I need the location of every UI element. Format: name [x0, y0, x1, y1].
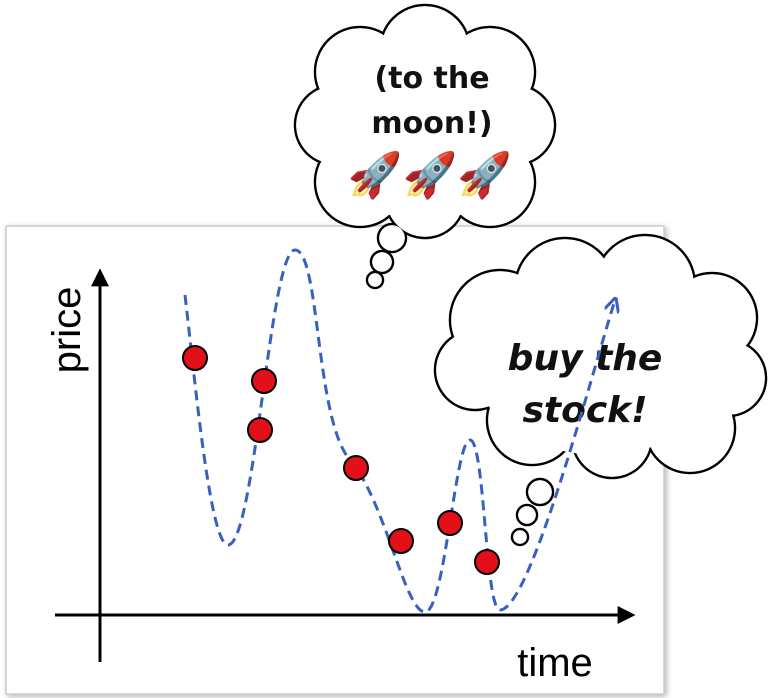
thought-bubble-1: (to the moon!) 🚀🚀🚀: [293, 3, 557, 290]
bubble-text: moon!): [371, 106, 492, 141]
thought-bubble-2: buy the stock!: [433, 233, 768, 547]
bubble-text: stock!: [522, 390, 647, 431]
y-axis-label: price: [45, 287, 89, 374]
bubble-text: buy the: [508, 338, 663, 379]
x-axis-label: time: [517, 641, 593, 685]
data-points: [182, 345, 500, 575]
trend-curve: [183, 248, 615, 614]
bubble-text: (to the: [374, 61, 489, 96]
bubble-emoji: 🚀🚀🚀: [348, 150, 512, 201]
